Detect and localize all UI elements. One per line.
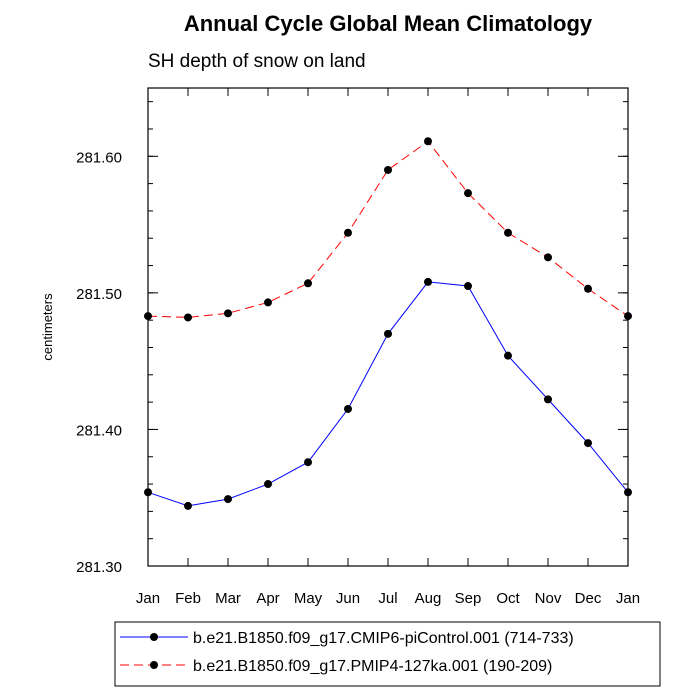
data-point (504, 228, 512, 237)
legend: b.e21.B1850.f09_g17.CMIP6-piControl.001 … (114, 621, 661, 687)
series-layer (144, 137, 632, 510)
x-tick-label: May (294, 590, 323, 607)
x-tick-label: Jan (136, 590, 160, 607)
y-tick-label: 281.50 (76, 286, 122, 303)
data-point (264, 298, 272, 307)
series-1 (144, 137, 632, 322)
plot-frame (147, 87, 629, 567)
y-tick-label: 281.60 (76, 149, 122, 166)
legend-entry-1: b.e21.B1850.f09_g17.PMIP4-127ka.001 (190… (120, 658, 552, 675)
chart-subtitle: SH depth of snow on land (148, 51, 366, 72)
y-axis-label: centimeters (40, 293, 55, 361)
data-point (384, 165, 392, 174)
data-point (504, 351, 512, 360)
x-tick-label: Dec (575, 590, 602, 607)
chart-title: Annual Cycle Global Mean Climatology (184, 11, 593, 36)
x-tick-label: Nov (535, 590, 562, 607)
data-point (424, 277, 432, 286)
data-point (184, 501, 192, 510)
data-point (464, 282, 472, 291)
data-point (344, 404, 352, 413)
axis-ticks: Jan Feb Mar Apr May Jun Jul Aug Sep Oct Nov Dec Jan 2… (76, 88, 640, 607)
x-tick-label: Aug (415, 590, 442, 607)
legend-entry-0: b.e21.B1850.f09_g17.CMIP6-piControl.001 … (120, 630, 574, 647)
x-tick-label: Mar (215, 590, 241, 607)
data-point (584, 284, 592, 293)
legend-label-1: b.e21.B1850.f09_g17.PMIP4-127ka.001 (190… (193, 658, 552, 675)
data-point (464, 189, 472, 198)
data-point (624, 312, 632, 321)
y-tick-label: 281.30 (76, 559, 122, 576)
y-tick-label: 281.40 (76, 422, 122, 439)
x-tick-label: Jun (336, 590, 360, 607)
data-point (144, 312, 152, 321)
data-point (584, 439, 592, 448)
x-tick-label: Sep (455, 590, 482, 607)
series-line-0 (147, 281, 629, 507)
data-point (344, 228, 352, 237)
x-tick-label: Jul (378, 590, 397, 607)
data-point (144, 488, 152, 497)
x-tick-label: Feb (175, 590, 201, 607)
data-point (544, 395, 552, 404)
data-point (424, 137, 432, 146)
data-point (304, 279, 312, 288)
series-0 (144, 277, 632, 510)
legend-label-0: b.e21.B1850.f09_g17.CMIP6-piControl.001 … (193, 630, 574, 647)
legend-marker-0 (150, 633, 158, 641)
data-point (304, 458, 312, 467)
legend-marker-1 (150, 661, 158, 669)
data-point (624, 488, 632, 497)
data-point (224, 309, 232, 318)
data-point (544, 253, 552, 262)
x-tick-label: Oct (496, 590, 520, 607)
legend-box (114, 621, 661, 687)
data-point (224, 495, 232, 504)
data-point (184, 313, 192, 322)
x-tick-label: Jan (616, 590, 640, 607)
data-point (264, 480, 272, 489)
data-point (384, 329, 392, 338)
x-tick-label: Apr (256, 590, 279, 607)
